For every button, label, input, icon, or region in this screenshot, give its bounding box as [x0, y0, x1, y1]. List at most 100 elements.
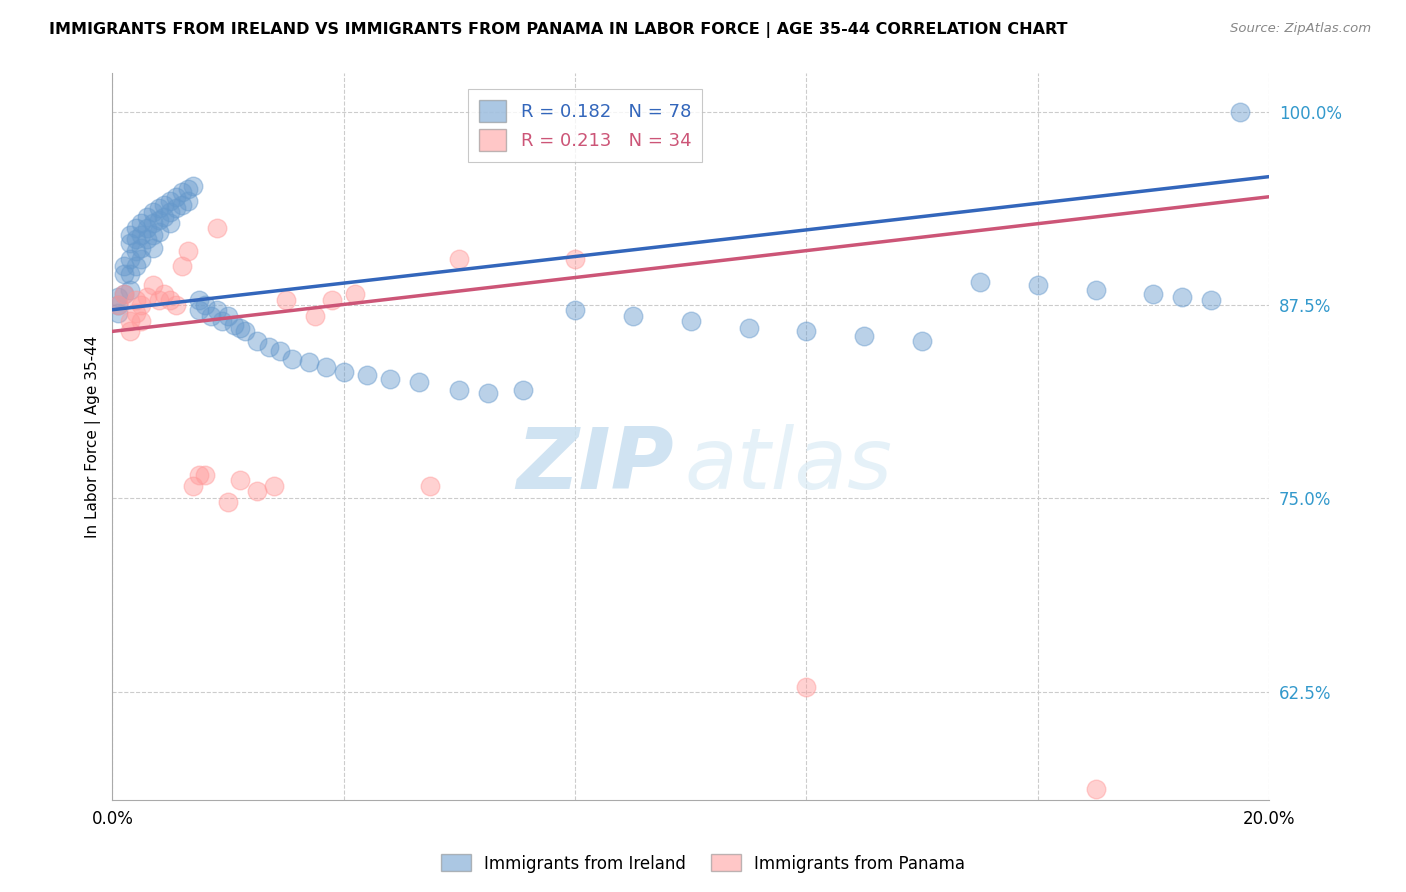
Point	[1084, 283, 1107, 297]
Point	[124, 306, 146, 320]
Point	[1026, 277, 1049, 292]
Point	[217, 494, 239, 508]
Point	[298, 355, 321, 369]
Point	[183, 479, 205, 493]
Point	[449, 383, 471, 397]
Point	[148, 225, 170, 239]
Point	[131, 241, 153, 255]
Point	[1199, 293, 1222, 308]
Point	[107, 290, 129, 304]
Legend: R = 0.182   N = 78, R = 0.213   N = 34: R = 0.182 N = 78, R = 0.213 N = 34	[468, 89, 702, 162]
Point	[998, 804, 1021, 818]
Point	[159, 293, 181, 308]
Point	[136, 210, 159, 224]
Point	[142, 241, 165, 255]
Point	[304, 309, 326, 323]
Point	[131, 313, 153, 327]
Point	[107, 298, 129, 312]
Point	[188, 302, 211, 317]
Point	[449, 252, 471, 266]
Point	[142, 205, 165, 219]
Point	[269, 344, 291, 359]
Point	[188, 293, 211, 308]
Legend: Immigrants from Ireland, Immigrants from Panama: Immigrants from Ireland, Immigrants from…	[434, 847, 972, 880]
Point	[159, 216, 181, 230]
Point	[477, 386, 499, 401]
Point	[142, 228, 165, 243]
Point	[136, 290, 159, 304]
Point	[564, 302, 586, 317]
Point	[853, 329, 876, 343]
Point	[118, 252, 141, 266]
Point	[118, 313, 141, 327]
Text: IMMIGRANTS FROM IRELAND VS IMMIGRANTS FROM PANAMA IN LABOR FORCE | AGE 35-44 COR: IMMIGRANTS FROM IRELAND VS IMMIGRANTS FR…	[49, 22, 1067, 38]
Point	[419, 479, 441, 493]
Point	[737, 321, 759, 335]
Point	[246, 334, 269, 348]
Point	[118, 267, 141, 281]
Point	[170, 260, 193, 274]
Point	[257, 340, 280, 354]
Point	[564, 252, 586, 266]
Point	[228, 473, 250, 487]
Point	[112, 287, 135, 301]
Point	[124, 231, 146, 245]
Point	[194, 298, 217, 312]
Point	[148, 213, 170, 227]
Point	[344, 287, 367, 301]
Point	[205, 220, 228, 235]
Point	[679, 313, 702, 327]
Point	[148, 201, 170, 215]
Point	[136, 220, 159, 235]
Point	[1142, 287, 1164, 301]
Point	[131, 228, 153, 243]
Point	[153, 210, 176, 224]
Point	[263, 479, 285, 493]
Point	[235, 325, 257, 339]
Point	[911, 334, 934, 348]
Point	[170, 185, 193, 199]
Point	[131, 252, 153, 266]
Point	[124, 244, 146, 258]
Point	[124, 260, 146, 274]
Point	[165, 298, 187, 312]
Point	[107, 298, 129, 312]
Point	[211, 313, 233, 327]
Point	[118, 236, 141, 251]
Point	[200, 309, 222, 323]
Point	[131, 298, 153, 312]
Point	[153, 287, 176, 301]
Point	[148, 293, 170, 308]
Point	[228, 321, 250, 335]
Point	[205, 302, 228, 317]
Point	[188, 468, 211, 483]
Point	[165, 190, 187, 204]
Point	[176, 244, 198, 258]
Point	[118, 228, 141, 243]
Point	[621, 309, 644, 323]
Point	[142, 216, 165, 230]
Point	[356, 368, 378, 382]
Point	[124, 293, 146, 308]
Point	[280, 352, 302, 367]
Point	[246, 483, 269, 498]
Point	[176, 194, 198, 209]
Point	[112, 287, 135, 301]
Point	[217, 309, 239, 323]
Point	[315, 359, 337, 374]
Point	[112, 267, 135, 281]
Y-axis label: In Labor Force | Age 35-44: In Labor Force | Age 35-44	[86, 335, 101, 538]
Point	[118, 325, 141, 339]
Point	[142, 277, 165, 292]
Point	[118, 283, 141, 297]
Text: ZIP: ZIP	[516, 425, 673, 508]
Point	[1084, 782, 1107, 797]
Point	[332, 365, 354, 379]
Text: atlas: atlas	[685, 425, 893, 508]
Point	[1171, 290, 1194, 304]
Point	[222, 318, 245, 333]
Point	[512, 383, 534, 397]
Point	[159, 205, 181, 219]
Point	[159, 194, 181, 209]
Point	[194, 468, 217, 483]
